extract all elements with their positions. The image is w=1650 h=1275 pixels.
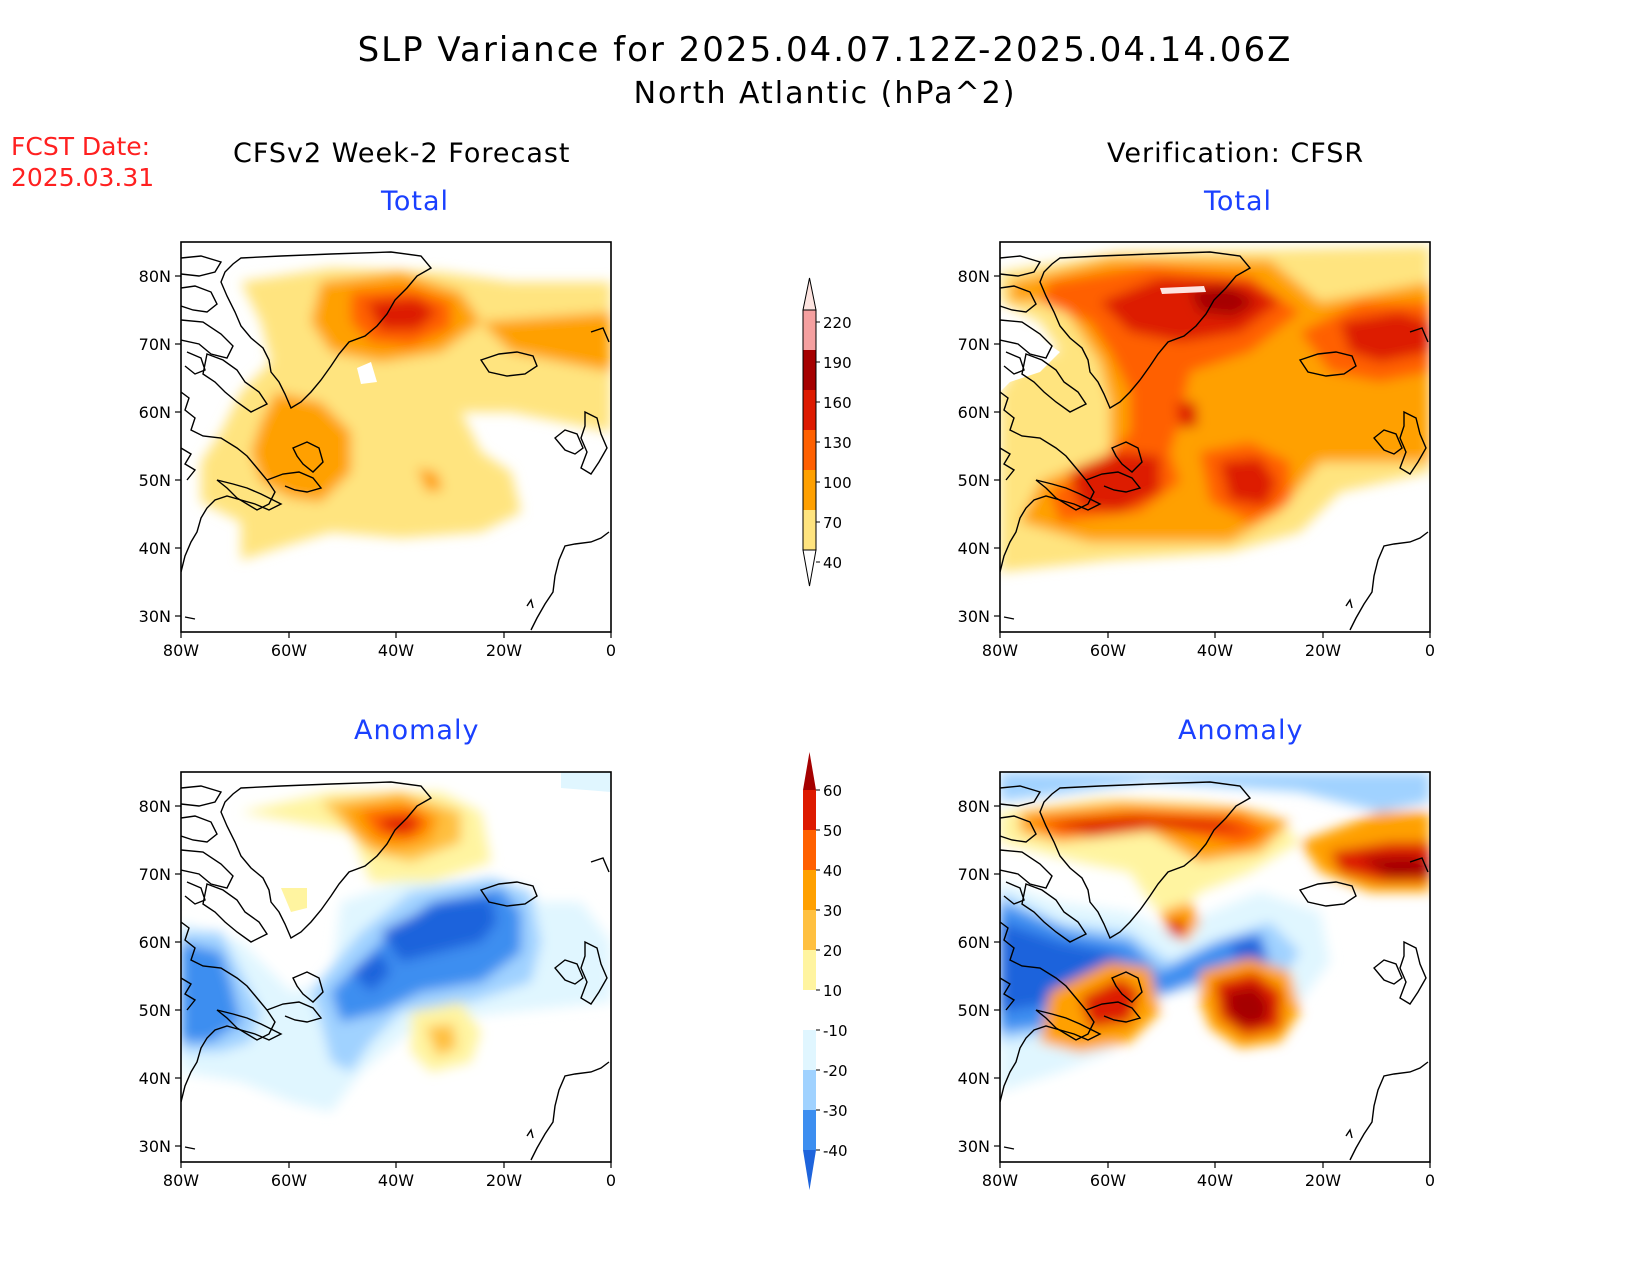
legend-anomaly-swatch (803, 790, 816, 830)
lat-label: 30N (139, 607, 171, 626)
fcst-date-label: FCST Date: (11, 132, 151, 161)
legend-total-bottom-arrow (802, 549, 817, 587)
column-title-forecast: CFSv2 Week-2 Forecast (233, 138, 571, 169)
legend-total-label: 220 (823, 314, 852, 332)
lat-label: 80N (958, 267, 990, 286)
lat-label: 80N (139, 267, 171, 286)
lon-label: 20W (1305, 1171, 1341, 1190)
legend-total-label: 130 (823, 434, 852, 452)
lat-label: 50N (958, 1001, 990, 1020)
lon-label: 20W (486, 1171, 522, 1190)
map-verif-total (1000, 242, 1430, 632)
lon-label: 60W (1090, 1171, 1126, 1190)
legend-total-swatch (803, 470, 816, 510)
lon-label: 80W (982, 1171, 1018, 1190)
lon-label: 20W (486, 641, 522, 660)
lat-label: 40N (958, 1069, 990, 1088)
lat-label: 70N (139, 335, 171, 354)
lon-label: 80W (982, 641, 1018, 660)
legend-anomaly-swatch (803, 1070, 816, 1110)
legend-anomaly-swatch (803, 1110, 816, 1150)
lon-label: 80W (163, 1171, 199, 1190)
lon-label: 0 (606, 1171, 616, 1190)
lat-label: 30N (958, 1137, 990, 1156)
legend-anomaly-bottom-arrow (803, 1150, 816, 1190)
legend-total: 220 190 160 130 100 70 40 (802, 277, 852, 587)
lat-label: 60N (958, 403, 990, 422)
lat-label: 70N (139, 865, 171, 884)
legend-anomaly-label: -30 (823, 1102, 848, 1120)
lon-label: 0 (606, 641, 616, 660)
legend-total-swatch (803, 390, 816, 430)
legend-total-frame (802, 309, 817, 551)
lon-label: 60W (271, 1171, 307, 1190)
legend-anomaly-label: 20 (823, 942, 842, 960)
legend-total-swatch (803, 510, 816, 550)
legend-total-swatch (803, 310, 816, 350)
lon-label: 0 (1425, 1171, 1435, 1190)
map-forecast-total (181, 242, 611, 632)
lat-label: 60N (139, 403, 171, 422)
lon-label: 60W (271, 641, 307, 660)
map-forecast-anomaly (181, 772, 611, 1162)
panel-title-forecast-anomaly: Anomaly (354, 715, 480, 746)
lon-label: 20W (1305, 641, 1341, 660)
legend-total-swatch (803, 430, 816, 470)
column-title-verification: Verification: CFSR (1107, 138, 1365, 169)
legend-anomaly-top-arrow (803, 752, 816, 790)
lat-label: 60N (139, 933, 171, 952)
lon-label: 40W (378, 1171, 414, 1190)
legend-anomaly-swatch (803, 870, 816, 910)
lat-label: 70N (958, 865, 990, 884)
lat-label: 30N (958, 607, 990, 626)
lon-label: 80W (163, 641, 199, 660)
lat-label: 40N (139, 539, 171, 558)
lat-label: 50N (139, 471, 171, 490)
figure-title: SLP Variance for 2025.04.07.12Z-2025.04.… (357, 30, 1293, 70)
lon-label: 0 (1425, 641, 1435, 660)
legend-anomaly: 60 50 40 30 20 10 -10 -20 -30 -40 (803, 752, 848, 1190)
lon-label: 40W (1197, 641, 1233, 660)
lon-label: 60W (1090, 641, 1126, 660)
legend-anomaly-label: -20 (823, 1062, 848, 1080)
fcst-date-value: 2025.03.31 (11, 163, 155, 192)
lat-label: 70N (958, 335, 990, 354)
legend-anomaly-swatch (803, 910, 816, 950)
lat-label: 30N (139, 1137, 171, 1156)
panel-title-verif-total: Total (1204, 186, 1273, 217)
legend-total-label: 190 (823, 354, 852, 372)
legend-anomaly-swatch (803, 950, 816, 990)
lat-label: 50N (139, 1001, 171, 1020)
legend-total-label: 100 (823, 474, 852, 492)
legend-anomaly-swatch (803, 1030, 816, 1070)
panel-title-verif-anomaly: Anomaly (1178, 715, 1304, 746)
legend-total-top-arrow (802, 277, 817, 311)
legend-total-label: 160 (823, 394, 852, 412)
map-verif-anomaly (1000, 772, 1430, 1162)
lat-label: 60N (958, 933, 990, 952)
lon-label: 40W (1197, 1171, 1233, 1190)
lat-label: 80N (958, 797, 990, 816)
legend-anomaly-label: -10 (823, 1022, 848, 1040)
lat-label: 40N (958, 539, 990, 558)
lat-label: 40N (139, 1069, 171, 1088)
legend-anomaly-label: 30 (823, 902, 842, 920)
legend-anomaly-label: 40 (823, 862, 842, 880)
lat-label: 50N (958, 471, 990, 490)
panel-title-forecast-total: Total (381, 186, 450, 217)
figure-subtitle: North Atlantic (hPa^2) (633, 76, 1017, 111)
legend-anomaly-label: 60 (823, 782, 842, 800)
legend-total-swatch (803, 350, 816, 390)
legend-anomaly-label: -40 (823, 1142, 848, 1160)
legend-anomaly-swatch (803, 990, 816, 1030)
legend-anomaly-swatch (803, 830, 816, 870)
legend-anomaly-label: 50 (823, 822, 842, 840)
lon-label: 40W (378, 641, 414, 660)
legend-total-label: 70 (823, 514, 842, 532)
lat-label: 80N (139, 797, 171, 816)
legend-anomaly-label: 10 (823, 982, 842, 1000)
legend-total-label: 40 (823, 554, 842, 572)
